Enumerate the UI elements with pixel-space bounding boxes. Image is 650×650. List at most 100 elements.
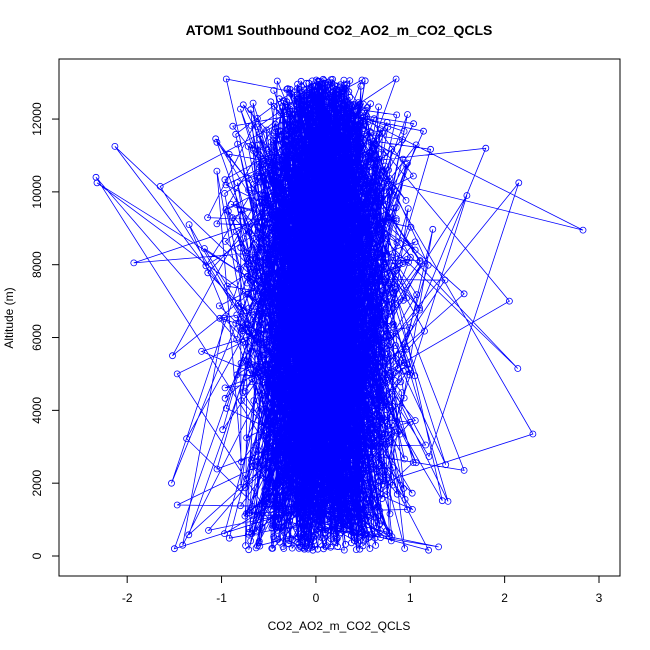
data-point: [358, 455, 366, 463]
data-point: [185, 221, 193, 229]
data-point: [312, 232, 320, 240]
data-point: [389, 320, 397, 328]
data-point: [357, 141, 365, 149]
data-point: [344, 100, 352, 108]
data-point: [267, 285, 275, 293]
data-point: [241, 321, 249, 329]
data-point: [366, 499, 374, 507]
data-point: [318, 313, 326, 321]
data-point: [346, 425, 354, 433]
data-point: [393, 239, 401, 247]
data-point: [353, 469, 361, 477]
data-point: [322, 175, 330, 183]
data-point: [411, 417, 419, 424]
data-point: [326, 243, 334, 250]
data-point: [252, 366, 260, 374]
data-point: [291, 250, 299, 258]
data-point: [338, 184, 346, 192]
data-point: [352, 442, 360, 450]
data-point: [318, 192, 326, 200]
data-point: [374, 336, 381, 344]
data-point: [294, 216, 302, 224]
data-point: [301, 203, 309, 211]
data-point: [278, 130, 286, 138]
data-point: [213, 465, 221, 473]
data-point: [255, 539, 263, 547]
data-point: [395, 426, 403, 433]
data-point: [371, 198, 379, 206]
data-point: [310, 533, 318, 541]
y-tick-label: 12000: [30, 102, 44, 136]
data-point: [292, 522, 300, 530]
data-point: [376, 520, 384, 527]
data-point: [338, 142, 346, 150]
data-point: [406, 324, 414, 332]
data-point: [323, 400, 331, 407]
data-point: [515, 179, 523, 187]
data-point: [298, 475, 306, 483]
data-point: [244, 360, 251, 368]
data-point: [232, 319, 240, 327]
data-point: [322, 334, 330, 342]
data-point: [233, 311, 241, 319]
data-point: [361, 169, 369, 177]
data-point: [297, 462, 305, 470]
data-point: [264, 493, 272, 501]
data-point: [288, 544, 296, 552]
data-point: [392, 217, 400, 225]
data-point: [356, 510, 364, 518]
data-point: [294, 99, 302, 107]
data-point: [383, 406, 390, 414]
data-point: [333, 496, 341, 504]
data-point: [408, 505, 416, 513]
data-point: [346, 386, 353, 394]
data-point: [204, 214, 212, 222]
data-point: [338, 398, 346, 405]
data-point: [328, 455, 336, 463]
data-point: [320, 96, 328, 103]
data-point: [297, 158, 305, 166]
data-point: [304, 109, 312, 116]
data-point: [252, 528, 260, 536]
data-point: [284, 443, 292, 451]
data-point: [314, 515, 322, 523]
data-point: [401, 545, 409, 552]
data-point: [355, 436, 363, 444]
data-point: [274, 373, 281, 381]
data-point: [348, 374, 356, 382]
data-point: [347, 220, 355, 228]
data-point: [369, 278, 377, 286]
data-point: [325, 122, 333, 129]
data-point: [242, 542, 250, 549]
data-point: [267, 385, 274, 393]
data-point: [382, 201, 390, 208]
data-point: [312, 97, 320, 104]
data-point: [304, 126, 312, 133]
data-point: [373, 212, 381, 220]
data-point: [303, 193, 311, 201]
data-point: [247, 326, 255, 334]
data-point: [329, 387, 337, 395]
data-point: [254, 302, 262, 310]
data-point: [384, 350, 392, 358]
data-point: [279, 451, 287, 459]
data-point: [278, 153, 286, 161]
data-point: [409, 172, 417, 180]
data-point: [279, 503, 286, 510]
data-point: [304, 289, 312, 296]
data-point: [323, 542, 331, 549]
data-point: [314, 104, 322, 112]
data-point: [333, 252, 341, 260]
data-point: [318, 512, 326, 519]
data-point: [345, 341, 353, 349]
data-point: [339, 387, 347, 395]
data-point: [332, 393, 340, 401]
data-point: [383, 178, 391, 186]
data-point: [263, 126, 271, 134]
data-point: [353, 434, 361, 442]
data-point: [383, 332, 391, 340]
data-point: [282, 229, 289, 237]
data-point: [305, 470, 313, 478]
data-point: [315, 312, 323, 320]
data-point: [273, 461, 281, 469]
